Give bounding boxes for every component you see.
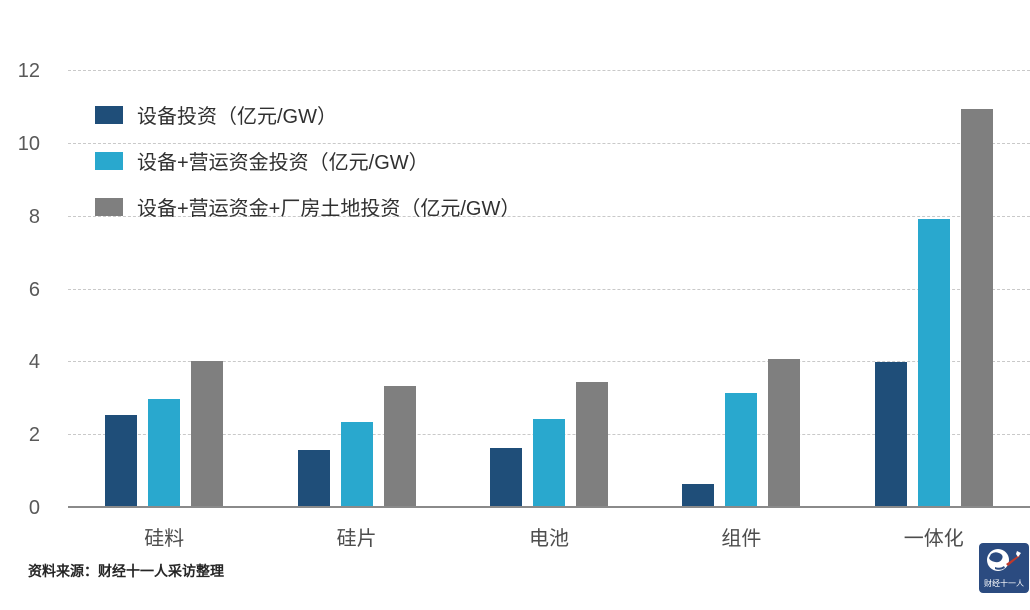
bar xyxy=(917,218,950,508)
bar xyxy=(725,393,758,508)
globe-logo-icon: 财经十一人 xyxy=(979,543,1029,593)
legend-swatch xyxy=(95,197,123,216)
gridline xyxy=(68,288,1030,290)
legend-swatch xyxy=(95,151,123,170)
bar-group: 电池 xyxy=(489,71,608,550)
category-label: 硅片 xyxy=(336,528,377,550)
category-label: 一体化 xyxy=(903,528,964,550)
bar xyxy=(383,386,416,508)
y-tick-label: 12 xyxy=(17,60,40,82)
legend-row: 设备+营运资金投资（亿元/GW） xyxy=(95,146,520,175)
bar xyxy=(297,449,330,508)
legend-label: 设备+营运资金+厂房土地投资（亿元/GW） xyxy=(137,198,521,220)
bar xyxy=(105,415,138,508)
legend: 设备投资（亿元/GW） 设备+营运资金投资（亿元/GW） 设备+营运资金+厂房土地投… xyxy=(95,100,520,221)
bar-group: 一体化 xyxy=(874,71,993,550)
category-label: 组件 xyxy=(721,528,762,550)
category-label: 电池 xyxy=(528,528,569,550)
y-tick-label: 10 xyxy=(17,132,40,155)
y-tick-label: 4 xyxy=(28,351,40,374)
y-axis: 0 2 4 6 8 10 12 xyxy=(0,61,40,518)
gridline xyxy=(68,361,1030,363)
source-note: 资料来源：财经十一人采访整理 xyxy=(28,563,224,579)
x-axis-line xyxy=(68,506,1030,508)
y-tick-label: 6 xyxy=(28,278,40,301)
y-tick-label: 8 xyxy=(28,205,40,228)
bar-group: 硅片 xyxy=(297,71,416,550)
legend-row: 设备+营运资金+厂房土地投资（亿元/GW） xyxy=(95,192,520,221)
bar-group: 硅料 xyxy=(105,71,224,550)
logo-text: 财经十一人 xyxy=(984,578,1024,588)
legend-row: 设备投资（亿元/GW） xyxy=(95,100,520,129)
bar xyxy=(682,484,715,508)
legend-swatch xyxy=(95,105,123,124)
gridline xyxy=(68,70,1030,71)
bar xyxy=(191,360,224,508)
bar xyxy=(532,418,565,508)
bar-groups: 硅料 硅片 电池 组件 一体化 xyxy=(68,71,1030,550)
legend-label: 设备投资（亿元/GW） xyxy=(137,106,337,128)
plot-area: 硅料 硅片 电池 组件 一体化 xyxy=(68,70,1030,550)
bar xyxy=(148,398,181,508)
bar-group: 组件 xyxy=(682,71,801,550)
bar xyxy=(575,382,608,508)
category-label: 硅料 xyxy=(144,528,185,550)
bar xyxy=(489,447,522,508)
gridline xyxy=(68,142,1030,144)
bar xyxy=(768,358,801,508)
y-tick-label: 0 xyxy=(28,497,40,519)
bar xyxy=(874,362,907,508)
legend-label: 设备+营运资金投资（亿元/GW） xyxy=(137,152,429,174)
y-tick-label: 2 xyxy=(28,424,40,447)
gridline xyxy=(68,215,1030,217)
publisher-logo: 财经十一人 xyxy=(979,543,1029,593)
bar xyxy=(960,109,993,508)
bar xyxy=(340,422,373,508)
